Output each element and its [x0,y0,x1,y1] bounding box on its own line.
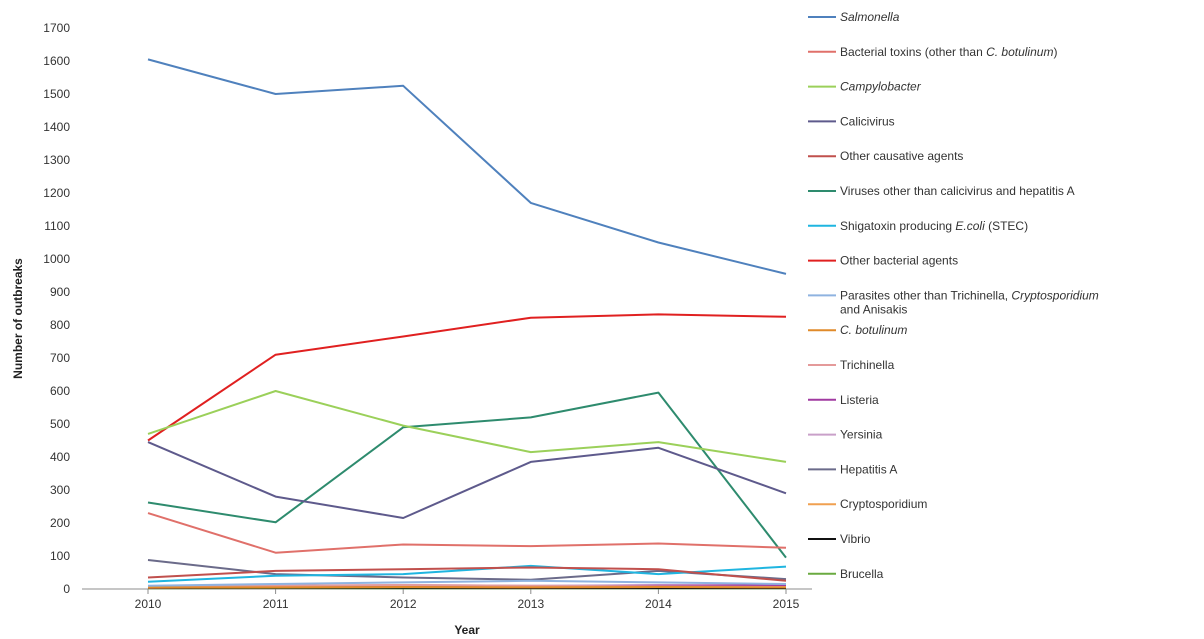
y-tick-label: 200 [50,516,70,530]
legend-label: Parasites other than Trichinella, Crypto… [840,288,1099,302]
legend-entry: Viruses other than calicivirus and hepat… [808,184,1075,198]
series-line-3 [147,390,787,463]
x-tick-label: 2013 [517,597,544,611]
legend-entry: Cryptosporidium [808,497,927,511]
y-tick-label: 1300 [43,153,70,167]
series-line-5 [147,566,787,582]
series-line-8 [147,313,787,442]
legend-entry: Hepatitis A [808,462,897,476]
legend-entry: Campylobacter [808,80,922,94]
y-tick-label: 1100 [44,219,70,233]
legend-label-line2: and Anisakis [840,302,907,316]
legend-entry: Listeria [808,393,879,407]
legend-entry: Parasites other than Trichinella, Crypto… [808,288,1099,316]
y-tick-label: 700 [50,351,70,365]
legend-label: Bacterial toxins (other than C. botulinu… [840,45,1057,59]
legend-entry: Yersinia [808,428,883,442]
series-line-6 [147,391,787,559]
series-line-9 [147,579,787,587]
y-tick-label: 800 [50,318,70,332]
legend-label: Trichinella [840,358,895,372]
axes: 0 100 200 300 400 500 600 700 800 900 1000 1100 1200… [43,21,812,611]
legend-label: Hepatitis A [840,462,897,476]
y-tick-label: 1500 [43,87,70,101]
series-line-2 [147,512,787,554]
legend-label: Cryptosporidium [840,497,927,511]
y-axis-title: Number of outbreaks [11,258,25,379]
legend-label: Calicivirus [840,114,895,128]
x-axis-title: Year [454,623,480,637]
legend-label: Listeria [840,393,879,407]
legend-entry: Vibrio [808,532,871,546]
y-tick-label: 600 [50,384,70,398]
y-tick-label: 1400 [43,120,70,134]
y-tick-label: 0 [63,582,70,596]
legend-entry: Bacterial toxins (other than C. botulinu… [808,45,1057,59]
legend-entry: C. botulinum [808,323,907,337]
x-tick-label: 2010 [135,597,162,611]
legend-entry: Other causative agents [808,149,963,163]
legend-label: Campylobacter [840,80,922,94]
y-tick-label: 1200 [43,186,70,200]
legend-label: Salmonella [840,10,900,24]
x-tick-label: 2015 [773,597,800,611]
x-tick-label: 2012 [390,597,417,611]
y-tick-label: 400 [50,450,70,464]
legend-entry: Shigatoxin producing E.coli (STEC) [808,219,1028,233]
y-tick-label: 300 [50,483,70,497]
legend-label: Other bacterial agents [840,254,958,268]
series-line-4 [147,441,787,519]
x-tick-label: 2011 [263,597,289,611]
legend-entry: Trichinella [808,358,895,372]
legend-entry: Salmonella [808,10,900,24]
legend-entry: Calicivirus [808,114,895,128]
y-tick-label: 1000 [43,252,70,266]
y-tick-label: 1700 [43,21,70,35]
series-line-1 [147,58,787,275]
y-tick-label: 100 [50,549,70,563]
series-lines [147,58,787,590]
legend-label: Yersinia [840,428,883,442]
x-tick-label: 2014 [645,597,672,611]
series-line-7 [147,564,787,583]
legend-label: Brucella [840,567,884,581]
legend-label: Viruses other than calicivirus and hepat… [840,184,1075,198]
legend-label: Other causative agents [840,149,963,163]
legend-label: Vibrio [840,532,871,546]
y-tick-label: 500 [50,417,70,431]
y-tick-label: 900 [50,285,70,299]
y-tick-label: 1600 [43,54,70,68]
legend-entry: Brucella [808,567,884,581]
legend: Salmonella Bacterial toxins (other than C… [808,10,1099,581]
legend-label: Shigatoxin producing E.coli (STEC) [840,219,1028,233]
legend-entry: Other bacterial agents [808,254,958,268]
legend-label: C. botulinum [840,323,907,337]
